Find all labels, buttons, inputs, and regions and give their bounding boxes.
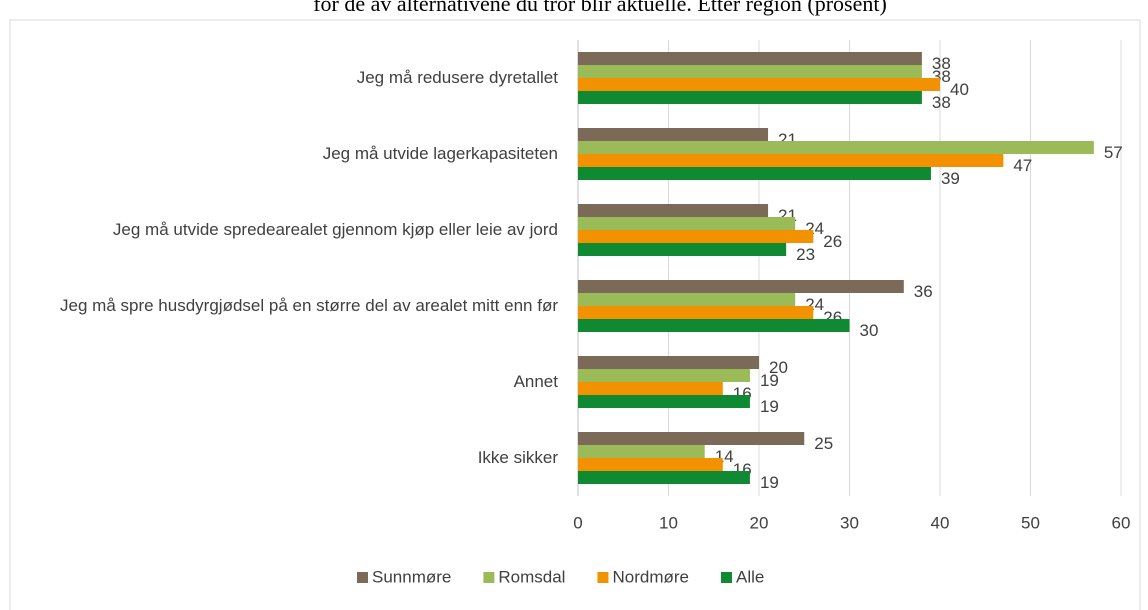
chart-title: for de av alternativene du tror blir akt…	[313, 0, 887, 16]
data-label: 19	[760, 371, 779, 390]
data-label: 25	[814, 434, 833, 453]
bar	[578, 432, 805, 445]
data-label: 26	[823, 232, 842, 251]
bar	[578, 91, 922, 104]
legend-label: Sunnmøre	[372, 567, 451, 586]
bar	[578, 293, 796, 306]
y-tick-label: Jeg må utvide spredearealet gjennom kjøp…	[112, 220, 558, 239]
category-label-box: Ikke sikker	[18, 420, 558, 496]
bar	[578, 230, 814, 243]
bar	[578, 319, 850, 332]
data-label: 40	[950, 80, 969, 99]
data-label: 47	[1013, 156, 1032, 175]
y-tick-label: Jeg må utvide lagerkapasiteten	[322, 144, 558, 163]
bar	[578, 458, 723, 471]
data-label: 38	[932, 54, 951, 73]
data-label: 20	[769, 358, 788, 377]
bar	[578, 141, 1094, 154]
category-label-box: Jeg må redusere dyretallet	[18, 40, 558, 116]
category-label: Ikke sikker	[18, 420, 558, 496]
chart-border	[9, 19, 1141, 610]
x-tick-label: 40	[931, 513, 950, 532]
y-tick-label: Annet	[513, 372, 558, 391]
category-label: Jeg må utvide lagerkapasiteten	[18, 116, 558, 192]
bar	[578, 167, 931, 180]
bar	[578, 471, 750, 484]
legend-swatch	[720, 572, 732, 583]
x-tick-label: 20	[750, 513, 769, 532]
data-label: 36	[914, 282, 933, 301]
data-label: 39	[941, 169, 960, 188]
category-label: Jeg må utvide spredearealet gjennom kjøp…	[18, 192, 558, 268]
legend-label: Romsdal	[498, 567, 565, 586]
category-label-box: Annet	[18, 344, 558, 420]
bar	[578, 356, 759, 369]
bar	[578, 204, 769, 217]
legend-swatch	[357, 572, 368, 583]
bar	[578, 65, 922, 78]
y-tick-label: Ikke sikker	[477, 448, 558, 467]
bar	[578, 154, 1004, 167]
category-label-box: Jeg må utvide lagerkapasiteten	[18, 116, 558, 192]
category-label-box: Jeg må utvide spredearealet gjennom kjøp…	[18, 192, 558, 268]
bar	[578, 52, 922, 65]
data-label: 30	[860, 321, 879, 340]
data-label: 19	[760, 473, 779, 492]
legend-label: Nordmøre	[612, 567, 689, 586]
legend-label: Alle	[736, 567, 764, 586]
category-label: Jeg må redusere dyretallet	[18, 40, 558, 116]
category-label: Annet	[18, 344, 558, 420]
legend: Sunnmøre Romsdal Nordmøre Alle	[357, 567, 764, 586]
y-tick-label: Jeg må redusere dyretallet	[356, 68, 558, 87]
data-label: 19	[760, 397, 779, 416]
bar	[578, 445, 705, 458]
bar	[578, 217, 796, 230]
x-tick-label: 30	[840, 513, 859, 532]
category-label: Jeg må spre husdyrgjødsel på en større d…	[18, 268, 558, 344]
data-label: 38	[932, 93, 951, 112]
y-tick-label: Jeg må spre husdyrgjødsel på en større d…	[60, 296, 558, 315]
legend-swatch	[483, 572, 495, 583]
bar	[578, 128, 769, 141]
legend-swatch	[597, 572, 609, 583]
bar	[578, 306, 814, 319]
bar	[578, 78, 940, 91]
data-label: 23	[796, 245, 815, 264]
x-tick-label: 10	[659, 513, 678, 532]
x-tick-label: 60	[1112, 513, 1131, 532]
x-tick-label: 50	[1021, 513, 1040, 532]
category-label-box: Jeg må spre husdyrgjødsel på en større d…	[18, 268, 558, 344]
bar	[578, 280, 904, 293]
bar	[578, 395, 750, 408]
bar	[578, 369, 750, 382]
data-label: 57	[1104, 143, 1123, 162]
bar	[578, 243, 787, 256]
bar	[578, 382, 723, 395]
x-tick-label: 0	[573, 513, 582, 532]
